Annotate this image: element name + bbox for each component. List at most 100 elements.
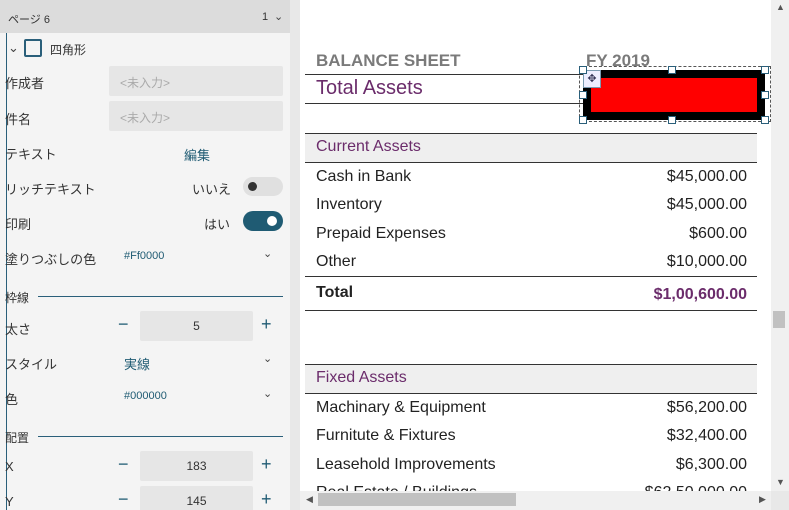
vertical-scrollbar[interactable] xyxy=(771,0,789,491)
row-amount: $45,000.00 xyxy=(666,168,747,185)
row-label: Other xyxy=(316,252,357,270)
fill-label: 塗りつぶしの色 xyxy=(5,252,97,267)
color-value[interactable]: #000000 xyxy=(124,390,167,402)
width-label: 太さ xyxy=(5,322,32,337)
number-input[interactable] xyxy=(140,311,253,341)
row-label: Real Estate / Buildings xyxy=(316,484,477,491)
y-label: Y xyxy=(5,494,14,509)
rule xyxy=(305,133,757,134)
resize-handle xyxy=(761,91,769,99)
style-label: スタイル xyxy=(5,357,58,372)
fill-value[interactable]: #Ff0000 xyxy=(124,250,165,262)
group-title: 枠線 xyxy=(5,291,30,305)
rect-icon xyxy=(24,39,42,57)
toggle-knob xyxy=(248,182,257,191)
number-input[interactable] xyxy=(140,451,253,481)
divider xyxy=(38,296,283,297)
x-label: X xyxy=(5,459,14,474)
plus-button[interactable]: + xyxy=(261,314,272,334)
section-title: Fixed Assets xyxy=(316,369,407,386)
section-title: 四角形 xyxy=(50,43,87,57)
horizontal-thumb[interactable] xyxy=(318,493,516,506)
resize-handle xyxy=(579,91,587,99)
scroll-down[interactable]: ▼ xyxy=(776,477,785,487)
scroll-up[interactable]: ▲ xyxy=(776,2,785,12)
toggle-off[interactable] xyxy=(243,177,283,196)
placeholder: <未入力> xyxy=(120,111,171,125)
page-number: 1 xyxy=(262,11,269,23)
plus-button[interactable]: + xyxy=(261,454,272,474)
row-amount: $62,50,000.00 xyxy=(645,484,747,491)
doc-year: FY 2019 xyxy=(586,51,650,70)
group-title: 配置 xyxy=(5,431,30,445)
doc-title: BALANCE SHEET xyxy=(316,51,461,70)
divider xyxy=(38,436,283,437)
dropdown-chevron[interactable]: ⌄ xyxy=(263,353,273,365)
move-handle[interactable]: ✥ xyxy=(583,70,601,88)
section-band xyxy=(305,134,757,162)
print-value: はい xyxy=(204,217,231,232)
text-input[interactable] xyxy=(109,101,283,131)
text-label: テキスト xyxy=(5,147,57,162)
row-amount: $45,000.00 xyxy=(666,196,747,214)
number-input[interactable] xyxy=(140,486,253,510)
style-value[interactable]: 実線 xyxy=(124,357,151,372)
page-name: ページ 6 xyxy=(8,14,50,26)
section-title: Current Assets xyxy=(316,138,421,155)
resize-handle xyxy=(761,66,769,74)
page-chevron[interactable]: ⌄ xyxy=(274,11,284,23)
scroll-right[interactable]: ▶ xyxy=(759,494,766,504)
row-label: Leasehold Improvements xyxy=(316,455,496,473)
rich-text-value: いいえ xyxy=(192,182,232,197)
row-label: Machinary & Equipment xyxy=(316,399,486,416)
section-band xyxy=(305,365,757,393)
rule xyxy=(305,74,757,75)
total-label: Total xyxy=(316,284,354,302)
rule xyxy=(305,162,757,163)
doc-heading: Total Assets xyxy=(316,77,423,99)
dropdown-chevron[interactable]: ⌄ xyxy=(263,388,273,400)
toggle-knob xyxy=(267,216,277,226)
rule xyxy=(305,103,757,104)
width-value: 5 xyxy=(193,319,200,333)
selection-bar xyxy=(6,33,7,510)
rule xyxy=(305,276,757,278)
resize-handle xyxy=(668,66,676,74)
resize-handle xyxy=(579,66,587,74)
collapse-chevron[interactable]: ⌄ xyxy=(8,40,19,55)
page-header[interactable] xyxy=(0,0,290,33)
document: BALANCE SHEET FY 2019 Total Assets Curre… xyxy=(300,0,771,491)
x-value: 183 xyxy=(186,459,207,473)
red-rectangle[interactable] xyxy=(591,78,757,112)
row-amount: $10,000.00 xyxy=(666,252,747,270)
toggle-on[interactable] xyxy=(243,211,283,231)
row-label: Inventory xyxy=(316,196,382,214)
total-amount: $1,00,600.00 xyxy=(653,286,747,304)
y-value: 145 xyxy=(186,494,207,508)
field-label: 件名 xyxy=(5,112,32,127)
rule xyxy=(305,364,757,365)
dropdown-chevron[interactable]: ⌄ xyxy=(263,248,273,260)
minus-button[interactable]: − xyxy=(118,489,129,509)
selection-frame xyxy=(579,66,771,122)
row-amount: $56,200.00 xyxy=(666,399,747,416)
rich-text-label: リッチテキスト xyxy=(5,182,96,197)
row-label: Prepaid Expenses xyxy=(316,224,446,242)
placeholder: <未入力> xyxy=(120,76,171,90)
resize-handle xyxy=(579,116,587,124)
text-input[interactable] xyxy=(109,66,283,96)
row-label: Furnitute & Fixtures xyxy=(316,427,456,445)
scroll-left[interactable]: ◀ xyxy=(306,494,313,504)
minus-button[interactable]: − xyxy=(118,454,129,474)
print-label: 印刷 xyxy=(5,217,32,232)
resize-handle xyxy=(668,116,676,124)
row-label: Cash in Bank xyxy=(316,168,412,185)
minus-button[interactable]: − xyxy=(118,314,129,334)
plus-button[interactable]: + xyxy=(261,489,272,509)
edit-link[interactable]: 編集 xyxy=(184,148,211,163)
field-label: 作成者 xyxy=(5,76,45,91)
vertical-thumb[interactable] xyxy=(773,311,785,328)
row-amount: $32,400.00 xyxy=(666,427,747,445)
row-amount: $6,300.00 xyxy=(675,455,747,473)
